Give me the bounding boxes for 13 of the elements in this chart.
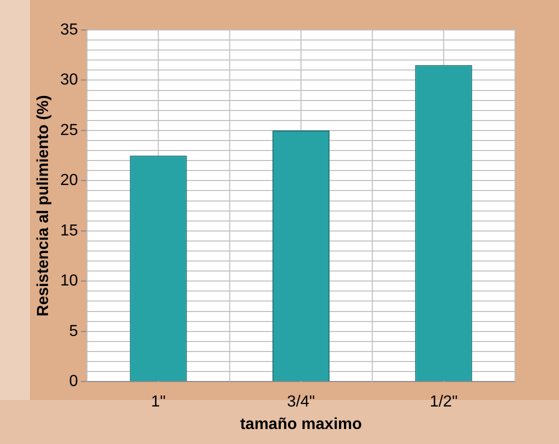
- y-tick-label: 0: [69, 373, 78, 390]
- x-tick-label: 1": [151, 394, 166, 411]
- y-tick-label: 10: [60, 272, 78, 290]
- x-tick-label: 3/4": [287, 394, 315, 411]
- x-axis-title: tamaño maximo: [240, 416, 362, 433]
- y-tick-label: 20: [60, 172, 78, 190]
- y-tick-label: 15: [60, 222, 78, 240]
- y-tick-label: 35: [60, 21, 78, 38]
- x-tick-label: 1/2": [430, 394, 458, 411]
- y-tick-label: 25: [60, 122, 78, 139]
- y-tick-label: 5: [69, 322, 78, 340]
- y-tick-label: 30: [60, 72, 78, 89]
- y-axis-title: Resistencia al pulimiento (%): [35, 95, 52, 316]
